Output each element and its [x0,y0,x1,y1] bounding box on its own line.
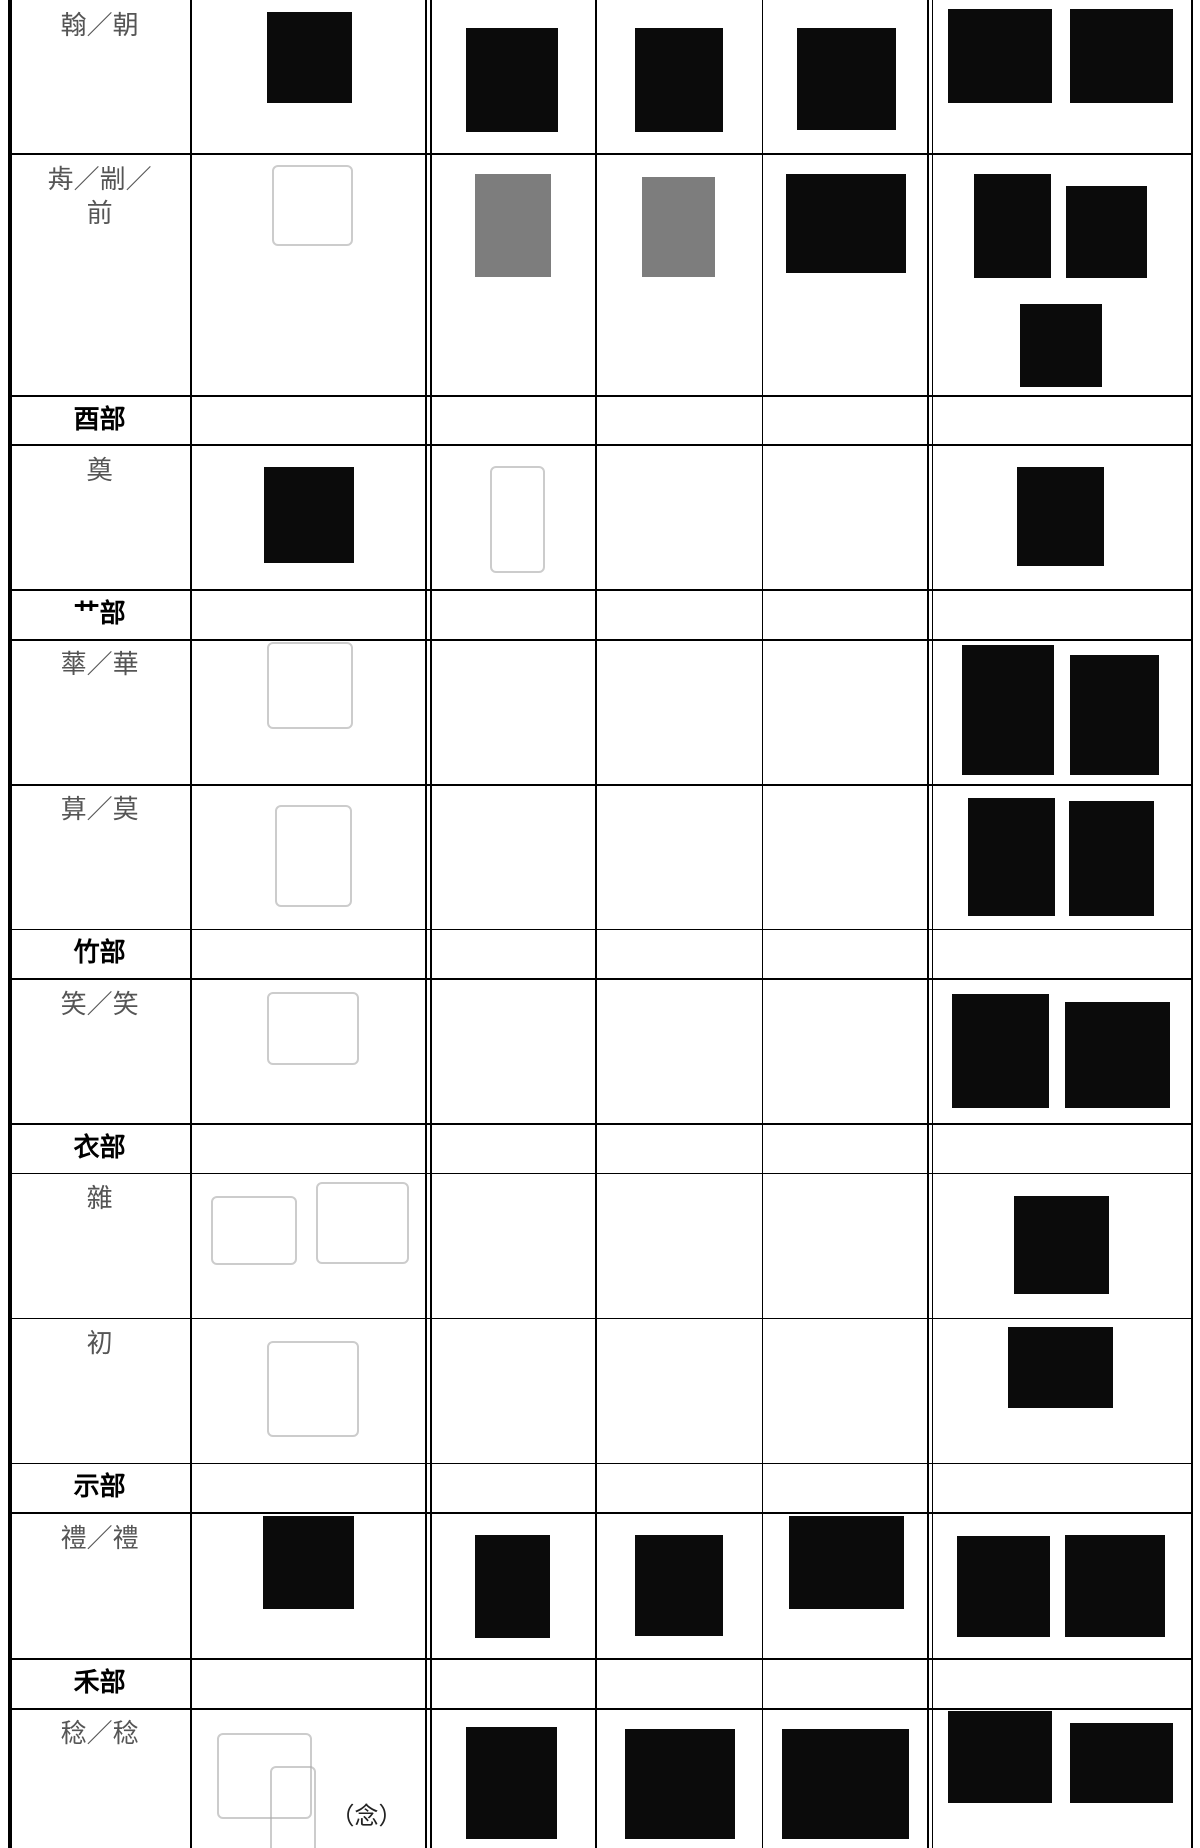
glyph-image [788,1515,904,1609]
glyph-image [948,9,1053,103]
glyph-image [316,1182,410,1264]
row-rule [9,153,1192,155]
glyph-image [642,176,715,277]
glyph-image [1068,801,1155,916]
table-right-border [1190,0,1193,1848]
glyph-image [1017,466,1104,566]
row-rule [9,978,1192,980]
glyph-image [267,11,352,103]
annotation: （念） [330,1802,403,1831]
glyph-image [1007,1327,1114,1409]
column-rule [926,0,929,1848]
section-heading: 示部 [73,1472,126,1503]
glyph-image [1013,1196,1109,1295]
glyph-image [1069,1723,1174,1804]
row-rule [9,1317,1192,1320]
glyph-image [967,797,1055,916]
column-rule [761,0,764,1848]
row-rule [9,1707,1192,1710]
glyph-image [1019,304,1102,387]
glyph-image [489,465,546,574]
glyph-image [271,165,354,246]
row-rule [9,928,1192,931]
glyph-image [635,28,724,132]
character-label: 翰／朝 [60,11,139,42]
glyph-image [973,174,1052,279]
character-label: 蕐／華 [60,650,139,681]
section-heading: 酉部 [73,404,126,435]
glyph-image [786,174,906,274]
character-label: 初 [86,1329,113,1360]
character-label: 萛／莫 [60,795,139,826]
glyph-image [1065,1534,1165,1638]
column-rule [189,0,192,1848]
table-left-border [8,0,12,1848]
section-heading: 艹部 [73,599,126,630]
character-label: 禮／禮 [60,1523,139,1554]
glyph-image [262,1515,354,1609]
glyph-image [275,804,353,907]
row-rule [9,394,1192,397]
character-label: 稔／稔 [60,1719,139,1750]
column-rule [931,0,934,1848]
row-rule [9,638,1192,641]
glyph-image [263,466,354,564]
character-label: 笑／笑 [60,989,139,1020]
glyph-image [948,1711,1053,1804]
row-rule [9,444,1192,447]
glyph-image [269,1765,316,1848]
column-rule [595,0,598,1848]
glyph-image [962,644,1054,776]
glyph-image [1069,9,1174,103]
row-rule [9,783,1192,786]
section-heading: 竹部 [73,938,126,969]
glyph-image [267,992,360,1065]
glyph-image [1066,186,1148,279]
glyph-image [1069,655,1159,776]
glyph-image [781,1728,910,1839]
glyph-image [267,642,354,729]
glyph-image [624,1728,735,1839]
glyph-image [951,993,1049,1108]
glyph-image [957,1535,1050,1638]
glyph-image [635,1534,724,1636]
section-heading: 禾部 [73,1668,126,1698]
glyph-image [796,28,897,130]
glyph-image [474,174,551,277]
character-label: 雜 [86,1184,113,1215]
section-heading: 衣部 [73,1132,126,1163]
row-rule [9,589,1192,592]
row-rule [9,1512,1192,1514]
row-rule [9,1462,1192,1465]
character-label: 奠 [86,455,113,486]
glyph-image [466,28,558,132]
row-rule [9,1123,1192,1125]
glyph-image [216,1732,313,1819]
glyph-image [466,1726,557,1839]
column-rule [430,0,432,1848]
row-rule [9,1658,1192,1661]
glyph-image [1065,1001,1170,1108]
character-label: 歬／剬／前 [47,164,152,229]
row-rule [9,1172,1192,1175]
column-rule [425,0,428,1848]
glyph-image [474,1534,550,1639]
glyph-image [267,1341,360,1438]
glyph-image [210,1196,297,1266]
